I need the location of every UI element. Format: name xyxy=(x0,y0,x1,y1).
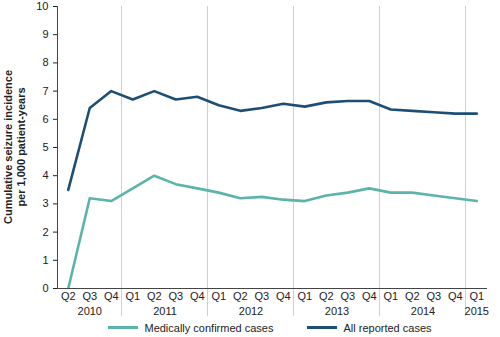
svg-text:Q1: Q1 xyxy=(211,290,226,302)
svg-text:2012: 2012 xyxy=(239,305,263,317)
svg-text:7: 7 xyxy=(42,85,48,97)
svg-text:Q3: Q3 xyxy=(426,290,441,302)
svg-text:10: 10 xyxy=(36,0,48,12)
svg-text:2010: 2010 xyxy=(78,305,102,317)
svg-text:Q4: Q4 xyxy=(190,290,205,302)
svg-text:Q2: Q2 xyxy=(405,290,420,302)
svg-text:Q4: Q4 xyxy=(104,290,119,302)
svg-text:Q4: Q4 xyxy=(448,290,463,302)
svg-text:Q3: Q3 xyxy=(254,290,269,302)
svg-text:8: 8 xyxy=(42,56,48,68)
svg-text:Q1: Q1 xyxy=(125,290,140,302)
svg-text:0: 0 xyxy=(42,282,48,294)
svg-text:2011: 2011 xyxy=(153,305,177,317)
svg-text:Q1: Q1 xyxy=(469,290,484,302)
svg-text:4: 4 xyxy=(42,169,48,181)
svg-text:9: 9 xyxy=(42,28,48,40)
svg-text:2013: 2013 xyxy=(325,305,349,317)
svg-text:Q2: Q2 xyxy=(147,290,162,302)
svg-text:Q3: Q3 xyxy=(340,290,355,302)
svg-text:Q3: Q3 xyxy=(82,290,97,302)
svg-text:3: 3 xyxy=(42,197,48,209)
svg-text:1: 1 xyxy=(42,254,48,266)
svg-text:Q2: Q2 xyxy=(61,290,76,302)
svg-text:Q1: Q1 xyxy=(383,290,398,302)
svg-text:5: 5 xyxy=(42,141,48,153)
svg-text:Q2: Q2 xyxy=(319,290,334,302)
svg-text:Q1: Q1 xyxy=(297,290,312,302)
svg-text:2014: 2014 xyxy=(411,305,435,317)
svg-text:2: 2 xyxy=(42,226,48,238)
svg-text:Q4: Q4 xyxy=(276,290,291,302)
html-text:Medically confirmed cases: Medically confirmed cases xyxy=(144,321,274,334)
html-text:All reported cases: All reported cases xyxy=(343,321,432,334)
svg-text:Q4: Q4 xyxy=(362,290,377,302)
svg-text:Q2: Q2 xyxy=(233,290,248,302)
svg-text:Cumulative seizure incidencepe: Cumulative seizure incidenceper 1,000 pa… xyxy=(2,70,27,224)
svg-text:2015: 2015 xyxy=(465,305,489,317)
svg-text:6: 6 xyxy=(42,113,48,125)
svg-text:Q3: Q3 xyxy=(168,290,183,302)
